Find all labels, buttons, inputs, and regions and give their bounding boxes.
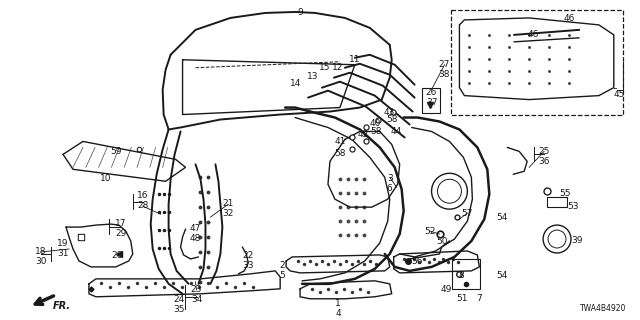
Text: 57: 57 (461, 209, 473, 218)
Text: 55: 55 (559, 189, 571, 198)
Text: 30: 30 (35, 257, 47, 266)
Text: 21: 21 (223, 199, 234, 208)
Text: 58: 58 (386, 115, 397, 124)
Text: 46: 46 (563, 14, 575, 23)
Text: 22: 22 (243, 251, 254, 260)
Text: 54: 54 (497, 213, 508, 222)
Text: 42: 42 (357, 131, 369, 140)
Circle shape (543, 225, 571, 253)
Text: 19: 19 (58, 239, 68, 248)
Text: 39: 39 (572, 236, 582, 245)
Bar (452, 259, 481, 289)
Text: 32: 32 (223, 209, 234, 218)
Text: 45: 45 (613, 90, 625, 99)
Text: 24: 24 (173, 295, 184, 304)
Text: 59: 59 (110, 148, 122, 156)
Text: 51: 51 (457, 294, 468, 303)
Text: 23: 23 (191, 285, 202, 294)
Text: 1: 1 (335, 299, 341, 308)
Text: FR.: FR. (53, 301, 71, 311)
Text: 27: 27 (439, 60, 450, 69)
Text: 49: 49 (441, 285, 452, 294)
Text: 3: 3 (387, 174, 392, 183)
Circle shape (438, 179, 461, 203)
Text: 41: 41 (334, 137, 346, 147)
Text: 4: 4 (335, 309, 340, 318)
Text: 25: 25 (538, 148, 550, 156)
Text: 52: 52 (424, 227, 435, 236)
Text: 13: 13 (307, 72, 319, 81)
Bar (451, 10, 623, 115)
Text: 16: 16 (137, 191, 148, 200)
Text: 40: 40 (369, 118, 380, 127)
Text: 58: 58 (370, 127, 381, 136)
Text: 20: 20 (111, 251, 122, 260)
Text: 9: 9 (297, 8, 303, 17)
Text: 43: 43 (384, 108, 396, 116)
Text: 35: 35 (173, 305, 184, 314)
Circle shape (431, 173, 467, 209)
Text: 7: 7 (476, 294, 482, 303)
Text: 17: 17 (115, 219, 127, 228)
Text: 26: 26 (426, 88, 437, 97)
Text: 11: 11 (349, 55, 360, 64)
Text: 53: 53 (567, 202, 579, 211)
Text: TWA4B4920: TWA4B4920 (580, 304, 627, 313)
Text: 50: 50 (436, 237, 448, 246)
Bar (547, 197, 567, 207)
Text: 33: 33 (243, 261, 254, 270)
Text: 8: 8 (458, 271, 464, 280)
Text: 48: 48 (190, 234, 201, 243)
Text: 36: 36 (538, 157, 550, 166)
Text: 15: 15 (319, 63, 331, 72)
Text: 12: 12 (332, 63, 344, 72)
Text: 46: 46 (527, 30, 539, 39)
Text: 56: 56 (411, 257, 422, 266)
Text: 37: 37 (426, 98, 437, 107)
Text: 34: 34 (191, 295, 202, 304)
Text: 10: 10 (100, 174, 111, 183)
Text: 5: 5 (279, 271, 285, 280)
Text: 47: 47 (190, 224, 201, 233)
Text: 28: 28 (137, 201, 148, 210)
Text: 31: 31 (58, 249, 68, 258)
Bar (422, 88, 440, 113)
Text: 38: 38 (439, 70, 451, 79)
Text: 14: 14 (291, 79, 302, 88)
Text: 6: 6 (387, 184, 392, 193)
Text: 54: 54 (497, 271, 508, 280)
Circle shape (548, 230, 566, 248)
Text: 29: 29 (115, 229, 127, 238)
Text: 2: 2 (279, 261, 285, 270)
Text: 44: 44 (390, 127, 401, 136)
Text: 18: 18 (35, 247, 47, 256)
Text: 58: 58 (334, 149, 346, 158)
